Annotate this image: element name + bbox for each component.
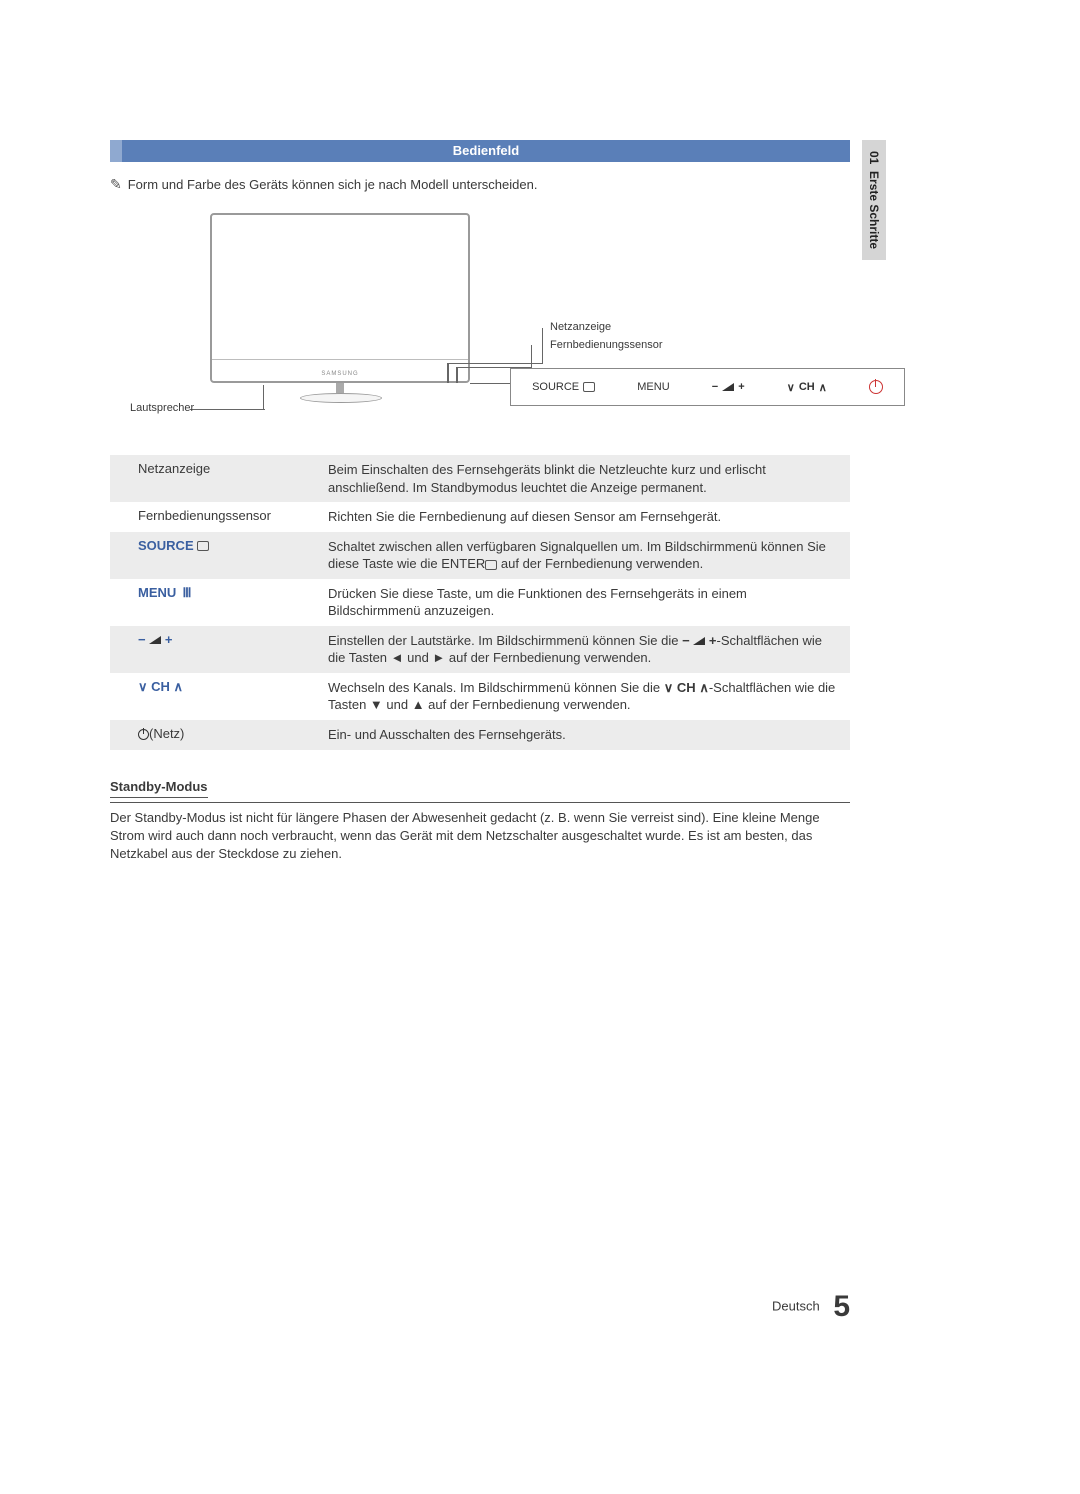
table-row: Netzanzeige Beim Einschalten des Fernseh…: [110, 455, 850, 502]
callout-line: [456, 367, 458, 383]
note-icon: ✎: [110, 176, 122, 192]
strip-volume: −+: [712, 381, 745, 393]
tv-outline: SAMSUNG: [210, 213, 470, 383]
chevron-up-icon: [174, 679, 184, 694]
row-text: Schaltet zwischen allen verfügbaren Sign…: [328, 538, 840, 573]
row-label: − +: [138, 632, 328, 667]
section-header: Bedienfeld: [110, 140, 850, 162]
callout-line: [190, 409, 265, 410]
callout-line: [447, 363, 542, 364]
table-row: (Netz) Ein- und Ausschalten des Fernsehg…: [110, 720, 850, 750]
enter-icon: [485, 560, 497, 570]
chapter-tab-text: 01 Erste Schritte: [867, 151, 881, 249]
table-row: MENU Ⅲ Drücken Sie diese Taste, um die F…: [110, 579, 850, 626]
strip-channel: CH: [787, 381, 827, 394]
section-title: Bedienfeld: [453, 143, 519, 158]
row-label: (Netz): [138, 726, 328, 744]
callout-line: [470, 383, 510, 384]
description-table: Netzanzeige Beim Einschalten des Fernseh…: [110, 455, 850, 750]
strip-source-label: SOURCE: [532, 381, 579, 393]
row-label-text: SOURCE: [138, 538, 194, 553]
enter-icon: [583, 382, 595, 392]
row-text: Richten Sie die Fernbedienung auf diesen…: [328, 508, 840, 526]
tv-stand: [310, 383, 370, 401]
chapter-title: Erste Schritte: [867, 171, 881, 249]
volume-ramp-icon: [693, 637, 705, 645]
row-label: Fernbedienungssensor: [138, 508, 328, 526]
footer-language: Deutsch: [772, 1298, 820, 1313]
chevron-down-icon: [664, 680, 674, 695]
divider: [110, 802, 850, 803]
row-label: CH: [138, 679, 328, 714]
row-text: Beim Einschalten des Fernsehgeräts blink…: [328, 461, 840, 496]
row-text-part: Einstellen der Lautstärke. Im Bildschirm…: [328, 633, 682, 648]
power-icon: [869, 380, 883, 394]
chevron-down-icon: [138, 679, 148, 694]
callout-ir-sensor: Fernbedienungssensor: [550, 339, 663, 351]
enter-icon: [197, 541, 209, 551]
row-label: Netzanzeige: [138, 461, 328, 496]
row-text-part: Wechseln des Kanals. Im Bildschirmmenü k…: [328, 680, 664, 695]
table-row: − + Einstellen der Lautstärke. Im Bildsc…: [110, 626, 850, 673]
row-ch-label: CH: [151, 679, 170, 694]
volume-ramp-icon: [149, 636, 161, 644]
callout-power-led: Netzanzeige: [550, 321, 611, 333]
chevron-down-icon: [787, 381, 795, 394]
strip-menu-label: MENU: [637, 381, 669, 393]
strip-ch-label: CH: [799, 381, 815, 393]
row-label-text: MENU: [138, 585, 176, 600]
callout-line: [263, 385, 264, 409]
chevron-up-icon: [819, 381, 827, 394]
button-strip: SOURCE MENU −+ CH: [510, 368, 905, 406]
page-footer: Deutsch 5: [110, 1290, 850, 1324]
callout-line: [447, 363, 449, 383]
menu-icon: Ⅲ: [180, 585, 191, 601]
standby-body: Der Standby-Modus ist nicht für längere …: [110, 809, 850, 864]
tv-bezel: SAMSUNG: [212, 359, 468, 381]
row-ch-inline: CH: [677, 680, 696, 695]
row-text: Drücken Sie diese Taste, um die Funktion…: [328, 585, 840, 620]
table-row: SOURCE Schaltet zwischen allen verfügbar…: [110, 532, 850, 579]
table-row: CH Wechseln des Kanals. Im Bildschirmmen…: [110, 673, 850, 720]
callout-line: [542, 328, 543, 364]
power-icon: [138, 729, 149, 740]
standby-heading: Standby-Modus: [110, 779, 208, 798]
standby-section: Standby-Modus Der Standby-Modus ist nich…: [110, 778, 850, 864]
strip-menu: MENU: [637, 381, 669, 393]
tv-brand-logo: SAMSUNG: [321, 371, 358, 377]
row-text: Ein- und Ausschalten des Fernsehgeräts.: [328, 726, 840, 744]
strip-source: SOURCE: [532, 381, 595, 393]
row-text: Einstellen der Lautstärke. Im Bildschirm…: [328, 632, 840, 667]
chapter-number: 01: [867, 151, 881, 164]
note-line: ✎ Form und Farbe des Geräts können sich j…: [110, 176, 850, 193]
row-label-suffix: (Netz): [149, 726, 184, 741]
row-label: SOURCE: [138, 538, 328, 573]
table-row: Fernbedienungssensor Richten Sie die Fer…: [110, 502, 850, 532]
note-text: Form und Farbe des Geräts können sich je…: [128, 177, 538, 192]
row-text: Wechseln des Kanals. Im Bildschirmmenü k…: [328, 679, 840, 714]
chapter-tab: 01 Erste Schritte: [862, 140, 886, 260]
row-label: MENU Ⅲ: [138, 585, 328, 620]
tv-diagram: SAMSUNG Netzanzeige Fernbedienungssensor…: [110, 213, 850, 443]
callout-line: [531, 345, 532, 368]
callout-speaker: Lautsprecher: [130, 402, 194, 414]
volume-ramp-icon: [722, 383, 734, 391]
chevron-up-icon: [699, 680, 709, 695]
row-text-part: auf der Fernbedienung verwenden.: [497, 556, 703, 571]
page-number: 5: [833, 1290, 850, 1323]
